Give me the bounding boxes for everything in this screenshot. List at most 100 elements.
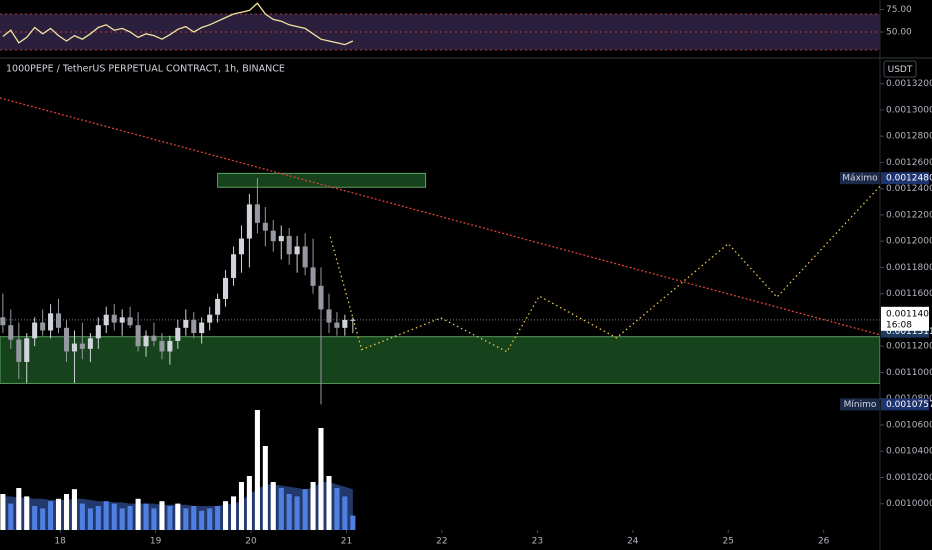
price-label: 0.0010757 [886, 400, 932, 410]
volume-bar [191, 506, 197, 530]
x-tick-label: 22 [436, 537, 447, 547]
x-tick-label: 20 [245, 537, 257, 547]
zone [217, 172, 427, 188]
x-tick-label: 24 [627, 537, 639, 547]
volume-bar [278, 488, 284, 530]
candle-body [79, 343, 85, 349]
candle-body [326, 309, 332, 323]
price-label-name-box [840, 398, 880, 411]
y-tick-label: 0.0010000 [886, 499, 932, 509]
candle-body [246, 204, 252, 239]
price-label-box [881, 172, 929, 185]
volume-bar [262, 446, 268, 530]
volume-bar [8, 503, 14, 530]
volume-bar [231, 496, 237, 530]
volume-bar [55, 498, 62, 530]
y-tick-label: 0.0011800 [886, 263, 932, 273]
candle-body [127, 317, 133, 326]
rsi-tick-label: 50.00 [886, 28, 912, 38]
volume-bar [302, 489, 308, 530]
candle-body [159, 340, 165, 352]
candle-body [278, 235, 284, 242]
price-label-box [881, 398, 929, 411]
volume-bar [215, 506, 221, 530]
chart-title: 1000PEPE / TetherUS PERPETUAL CONTRACT, … [6, 64, 285, 75]
volume-bar [111, 503, 117, 530]
candle-body [294, 246, 300, 255]
y-tick-label: 0.0010400 [886, 447, 932, 457]
rsi-line [2, 2, 354, 46]
y-tick-label: 0.0010600 [886, 420, 932, 430]
candle-body [191, 319, 197, 334]
volume-bar [350, 515, 356, 530]
candle-body [167, 340, 173, 352]
candle-body [223, 277, 229, 299]
price-label-name-box [840, 172, 880, 185]
volume-bar [16, 488, 22, 530]
volume-bar [318, 428, 324, 530]
volume-bar [95, 506, 101, 530]
volume-bar [286, 494, 292, 530]
volume-bar [342, 496, 348, 530]
candle-body [119, 317, 125, 323]
volume-bar [175, 503, 181, 530]
price-label-name: Máximo [842, 174, 878, 184]
volume-bar [48, 501, 54, 530]
volume-bar [223, 501, 229, 530]
candle-body [302, 246, 308, 268]
volume-bar [207, 508, 213, 530]
y-tick-label: 0.0012200 [886, 210, 932, 220]
candle-body [286, 235, 292, 255]
candle-body [95, 325, 101, 339]
candle-body [183, 319, 189, 328]
volume-bar [294, 496, 300, 530]
candle-body [318, 285, 324, 310]
volume-bar [159, 501, 165, 530]
volume-bar [183, 508, 189, 530]
candle-body [231, 254, 237, 278]
candle-body [334, 322, 340, 328]
x-tick-label: 26 [818, 537, 830, 547]
candle-body [270, 230, 276, 242]
last-price-box [881, 306, 929, 331]
y-tick-label: 0.0012400 [886, 184, 932, 194]
volume-bar [310, 482, 316, 530]
volume-bar [246, 476, 252, 530]
volume-bar [127, 506, 133, 530]
price-pane [0, 97, 880, 530]
volume-bar [254, 410, 260, 530]
candle-body [111, 314, 117, 323]
x-tick-label: 21 [341, 537, 352, 547]
candle-body [40, 322, 46, 331]
volume-bar [151, 508, 157, 530]
trend-line [0, 97, 880, 336]
projection-line [329, 185, 880, 353]
volume-bar [119, 508, 125, 530]
x-tick-label: 18 [54, 537, 66, 547]
volume-bar [167, 506, 173, 530]
volume-bar [79, 503, 85, 530]
candle-body [48, 313, 54, 331]
volume-bar [199, 510, 205, 530]
candle-body [207, 314, 213, 323]
y-tick-label: 0.0012800 [886, 132, 932, 142]
mark-price-label: 0.0011311 [886, 327, 932, 337]
candle-body [87, 338, 93, 349]
volume-bar [103, 501, 109, 530]
volume-bar [135, 498, 141, 530]
x-tick-label: 23 [532, 537, 543, 547]
y-tick-label: 0.0011600 [886, 289, 932, 299]
price-label-name: Mínimo [844, 400, 877, 410]
candle-body [199, 322, 205, 334]
zone [0, 336, 880, 384]
volume-bar [334, 488, 340, 530]
countdown: 16:08 [886, 320, 912, 330]
currency-box [883, 60, 917, 78]
volume-bar [143, 503, 149, 530]
candle-body [103, 314, 109, 326]
y-tick-label: 0.0012600 [886, 158, 932, 168]
x-tick-label: 19 [150, 537, 162, 547]
y-tick-label: 0.0012000 [886, 237, 932, 247]
y-tick-label: 0.0011000 [886, 368, 932, 378]
